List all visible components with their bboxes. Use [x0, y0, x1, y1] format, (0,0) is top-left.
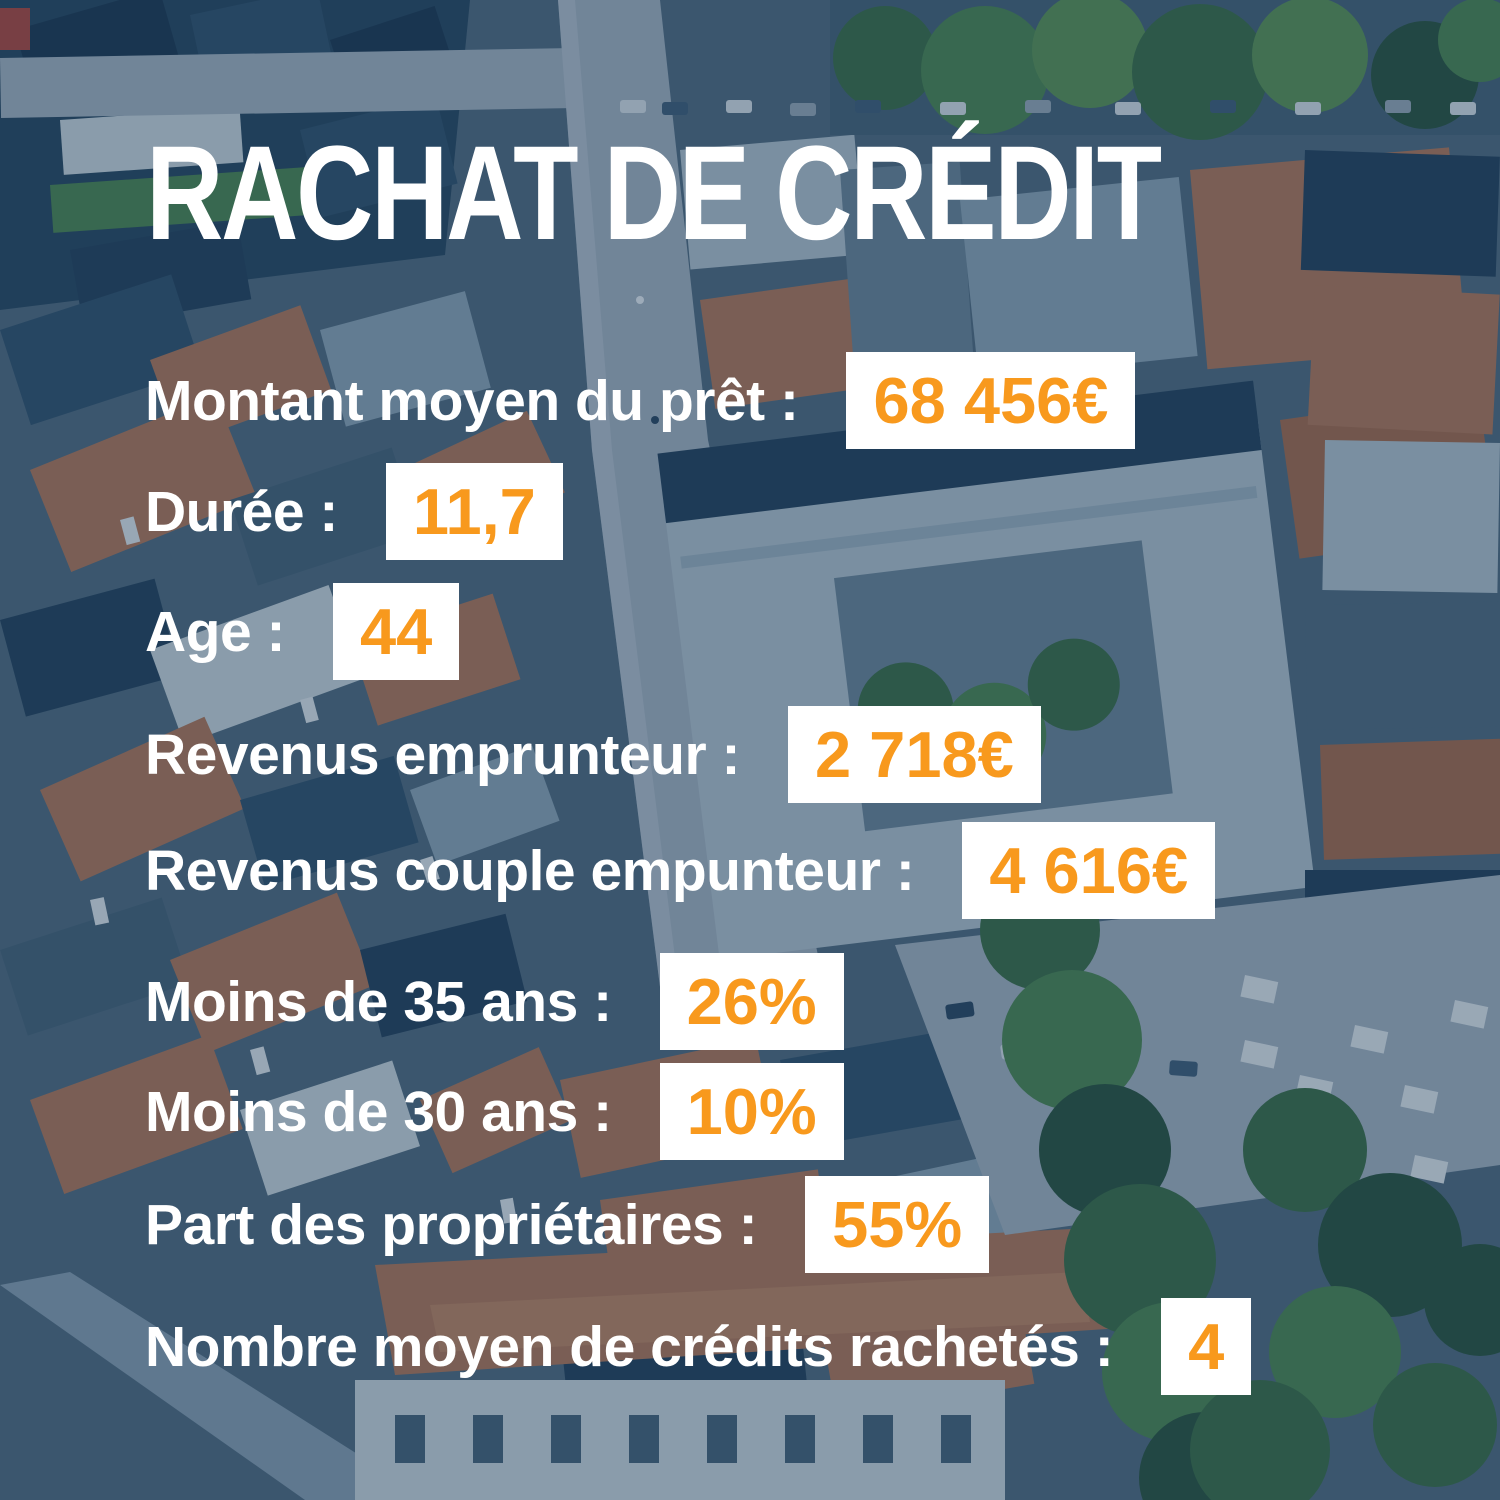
stat-value: 44 [360, 595, 433, 668]
stat-value: 55% [832, 1188, 963, 1261]
stat-row: Nombre moyen de crédits rachetés : 4 [145, 1298, 1252, 1395]
stat-row: Age : 44 [145, 583, 460, 680]
parked-cars-row [620, 100, 1476, 116]
stat-value: 4 [1188, 1310, 1225, 1383]
stat-row: Revenus emprunteur : 2 718€ [145, 706, 1041, 803]
stat-value: 68 456€ [873, 364, 1109, 437]
page-title: RACHAT DE CRÉDIT [146, 119, 1162, 268]
stat-value: 10% [686, 1075, 817, 1148]
stat-value: 26% [686, 965, 817, 1038]
stat-label: Revenus couple empunteur : [145, 838, 915, 903]
stat-value-box: 11,7 [385, 463, 563, 560]
stat-value-box: 26% [659, 953, 844, 1050]
stat-label: Moins de 30 ans : [145, 1079, 612, 1144]
stat-value-box: 44 [333, 583, 460, 680]
stat-value-box: 55% [805, 1176, 990, 1273]
stat-value-box: 2 718€ [787, 706, 1041, 803]
stat-label: Nombre moyen de crédits rachetés : [145, 1314, 1114, 1379]
stat-label: Moins de 35 ans : [145, 969, 612, 1034]
trees-bottom-right [980, 870, 1500, 1500]
stat-row: Montant moyen du prêt : 68 456€ [145, 352, 1136, 449]
stat-value: 2 718€ [814, 718, 1014, 791]
stat-label: Durée : [145, 479, 338, 544]
stat-value-box: 4 616€ [962, 822, 1216, 919]
stat-row: Durée : 11,7 [145, 463, 563, 560]
trees-top-right [620, 0, 1500, 140]
top-road [0, 47, 591, 118]
bottom-left-street [0, 1272, 430, 1500]
stat-value-box: 4 [1161, 1298, 1252, 1395]
stat-value: 4 616€ [989, 834, 1189, 907]
stat-value-box: 10% [659, 1063, 844, 1160]
stat-label: Age : [145, 599, 286, 664]
stat-label: Part des propriétaires : [145, 1192, 758, 1257]
stat-row: Revenus couple empunteur : 4 616€ [145, 822, 1216, 919]
stat-value-box: 68 456€ [846, 352, 1136, 449]
stat-label: Montant moyen du prêt : [145, 368, 799, 433]
stat-value: 11,7 [412, 475, 536, 548]
stat-row: Part des propriétaires : 55% [145, 1176, 990, 1273]
stat-row: Moins de 30 ans : 10% [145, 1063, 844, 1160]
stat-row: Moins de 35 ans : 26% [145, 953, 844, 1050]
stat-label: Revenus emprunteur : [145, 722, 740, 787]
